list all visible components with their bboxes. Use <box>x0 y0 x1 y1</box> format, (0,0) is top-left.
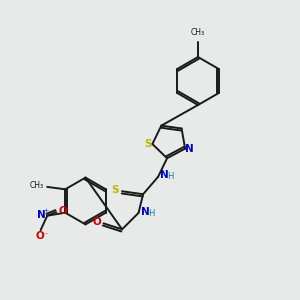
Text: +: + <box>44 208 49 213</box>
Text: ⁻: ⁻ <box>44 231 48 240</box>
Text: N: N <box>160 170 169 180</box>
Text: O: O <box>58 206 67 216</box>
Text: N: N <box>185 144 194 154</box>
Text: S: S <box>112 185 119 195</box>
Text: H: H <box>167 172 174 181</box>
Text: O: O <box>92 217 101 226</box>
Text: O: O <box>36 231 44 241</box>
Text: CH₃: CH₃ <box>191 28 205 37</box>
Text: S: S <box>144 139 152 149</box>
Text: H: H <box>148 209 155 218</box>
Text: N: N <box>38 209 46 220</box>
Text: CH₃: CH₃ <box>29 181 44 190</box>
Text: N: N <box>141 207 150 217</box>
